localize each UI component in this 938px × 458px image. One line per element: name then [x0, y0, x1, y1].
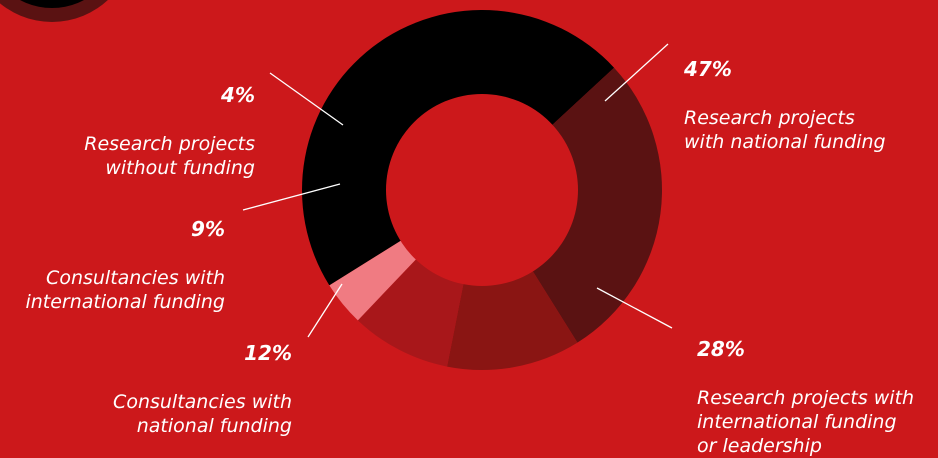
slice-label-text: Consultancies with national funding — [113, 391, 292, 437]
slice-pct: 9% — [191, 217, 225, 241]
slice-label-text: Consultancies with international funding — [25, 267, 225, 313]
slice-label-research-no-funding: 4% Research projects without funding — [40, 58, 255, 180]
leader-line-slice-consult-national — [307, 283, 343, 338]
slice-label-consult-international: 9% Consultancies with international fund… — [0, 192, 225, 314]
slice-label-text: Research projects without funding — [84, 133, 255, 179]
slice-label-consult-national: 12% Consultancies with national funding — [60, 316, 292, 438]
leader-line-slice-consult-international — [242, 183, 341, 211]
decor-donut-inner — [20, 0, 84, 8]
slice-label-research-national: 47% Research projects with national fund… — [684, 32, 924, 154]
slice-label-research-international: 28% Research projects with international… — [697, 312, 937, 458]
slice-pct: 4% — [221, 83, 255, 107]
leader-line-slice-research-no-funding — [269, 72, 344, 126]
slice-label-text: Research projects with national funding — [684, 107, 886, 153]
slice-pct: 12% — [244, 341, 292, 365]
leader-line-slice-research-national — [604, 43, 669, 102]
slice-pct: 47% — [684, 57, 732, 81]
slice-label-text: Research projects with international fun… — [697, 387, 915, 457]
leader-line-slice-research-international — [596, 287, 673, 329]
donut-chart — [0, 0, 673, 370]
leader-lines — [242, 43, 673, 338]
donut-hole — [386, 94, 578, 286]
slice-pct: 28% — [697, 337, 745, 361]
decor-donut-outer — [0, 0, 108, 22]
